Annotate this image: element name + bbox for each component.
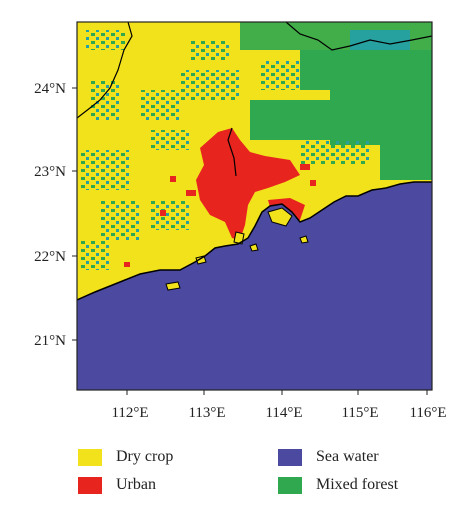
legend-item-dry-crop: Dry crop	[78, 446, 173, 468]
urban-swatch	[78, 476, 102, 494]
sea-water-area	[77, 182, 432, 390]
legend-item-urban: Urban	[78, 474, 156, 496]
province-border	[285, 22, 432, 51]
x-tick-label: 113°E	[188, 405, 225, 421]
legend-label: Urban	[116, 476, 156, 493]
x-tick-label: 112°E	[111, 405, 148, 421]
legend-item-sea-water: Sea water	[278, 446, 379, 468]
legend-item-mixed-forest: Mixed forest	[278, 474, 398, 496]
y-tick-label: 24°N	[34, 81, 66, 97]
province-border	[227, 127, 237, 177]
legend: Dry crop Urban Sea water Mixed forest	[78, 446, 458, 506]
coastline	[77, 181, 432, 301]
map-frame	[76, 21, 433, 391]
mixed-forest-swatch	[278, 476, 302, 494]
islands	[165, 207, 309, 291]
mixed-forest-patches	[80, 22, 432, 270]
x-tick-label: 115°E	[341, 405, 378, 421]
x-tick-label: 114°E	[265, 405, 302, 421]
map-area	[77, 22, 432, 390]
x-tick-label: 116°E	[409, 405, 446, 421]
province-border	[77, 22, 133, 119]
legend-label: Dry crop	[116, 448, 174, 465]
sea-water-swatch	[278, 448, 302, 466]
dry-crop-swatch	[78, 448, 102, 466]
y-tick-label: 23°N	[34, 164, 66, 180]
legend-label: Sea water	[316, 448, 379, 465]
y-tick-label: 22°N	[34, 249, 66, 265]
y-tick-label: 21°N	[34, 333, 66, 349]
x-axis	[126, 390, 428, 395]
y-axis	[72, 87, 77, 341]
legend-label: Mixed forest	[316, 476, 399, 493]
